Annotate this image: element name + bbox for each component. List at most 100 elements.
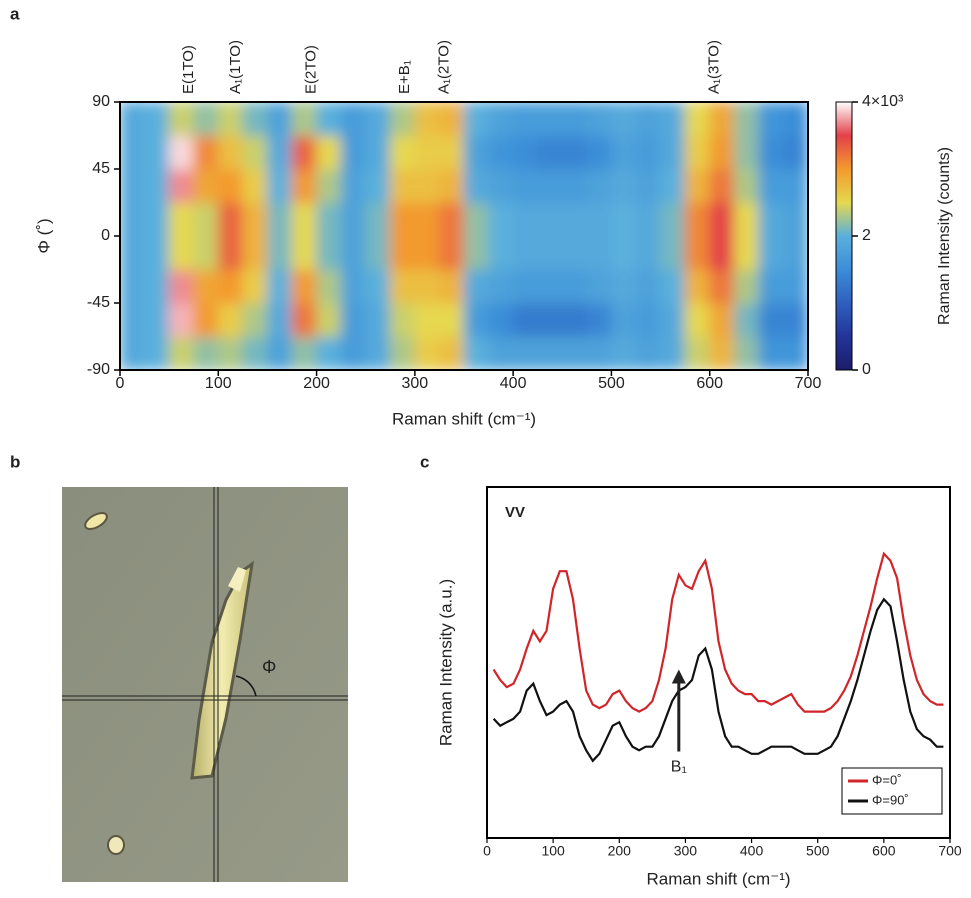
heatmap-cell <box>291 336 318 370</box>
heatmap-cell <box>610 202 637 237</box>
heatmap-cell <box>537 168 563 203</box>
heatmap-cell <box>291 235 318 270</box>
angle-label: Φ <box>262 657 276 677</box>
x-tick-label: 600 <box>872 843 896 859</box>
y-tick-label: 45 <box>92 160 110 177</box>
heatmap-cell <box>193 302 219 337</box>
x-tick-label: 300 <box>674 843 698 859</box>
heatmap-cell <box>193 135 219 170</box>
heatmap-cell <box>463 202 490 237</box>
heatmap-cell <box>635 102 662 136</box>
legend-label: Φ=90˚ <box>872 792 909 807</box>
heatmap-cell <box>660 102 686 136</box>
heatmap-cell <box>463 235 490 270</box>
heatmap-cell <box>120 135 146 170</box>
panel-label: a <box>10 4 20 23</box>
heatmap-cell <box>414 269 440 304</box>
heatmap-cell <box>610 269 637 304</box>
y-tick-label: 0 <box>101 227 110 244</box>
x-tick-label: 200 <box>303 375 330 392</box>
series-line <box>492 597 944 763</box>
heatmap-cell <box>586 336 612 370</box>
heatmap-cell <box>414 302 440 337</box>
heatmap-cell <box>217 235 244 270</box>
peak-label: E+B₁ <box>396 60 413 94</box>
heatmap-cell <box>782 269 808 304</box>
heatmap-cell <box>758 168 784 203</box>
colorbar-tick-label: 0 <box>862 361 871 378</box>
heatmap-cell <box>561 336 588 370</box>
heatmap-cell <box>389 336 416 370</box>
heatmap-cell <box>488 202 514 237</box>
heatmap-cell <box>389 168 416 203</box>
heatmap-cell <box>709 135 735 170</box>
heatmap-cell <box>316 269 342 304</box>
heatmap-cell <box>684 135 711 170</box>
heatmap-clip <box>120 102 808 370</box>
heatmap-cell <box>340 336 367 370</box>
heatmap-cell <box>610 135 637 170</box>
y-axis-label: Raman Intensity (a.u.) <box>436 579 455 746</box>
heatmap-cell <box>389 269 416 304</box>
heatmap-cell <box>660 135 686 170</box>
heatmap-cell <box>684 302 711 337</box>
heatmap-cell <box>660 336 686 370</box>
heatmap-cell <box>684 235 711 270</box>
x-tick-label: 300 <box>402 375 429 392</box>
x-tick-label: 600 <box>696 375 723 392</box>
heatmap-cell <box>684 336 711 370</box>
heatmap-cell <box>144 302 170 337</box>
heatmap-cell <box>537 302 563 337</box>
heatmap-cell <box>120 168 146 203</box>
heatmap-cell <box>733 235 760 270</box>
heatmap-cell <box>316 102 342 136</box>
heatmap-cell <box>610 302 637 337</box>
heatmap-cell <box>193 269 219 304</box>
heatmap-cell <box>144 102 170 136</box>
heatmap-cell <box>512 336 539 370</box>
heatmap-cell <box>463 135 490 170</box>
heatmap-cell <box>782 202 808 237</box>
legend-box <box>841 767 943 815</box>
heatmap-cell <box>586 168 612 203</box>
x-tick-label: 400 <box>740 843 764 859</box>
heatmap-cell <box>782 102 808 136</box>
heatmap-cell <box>733 202 760 237</box>
heatmap-cell <box>340 102 367 136</box>
heatmap-cell <box>537 336 563 370</box>
heatmap-cells <box>120 102 808 370</box>
panel-label: c <box>420 452 429 471</box>
heatmap-cell <box>316 235 342 270</box>
heatmap-cell <box>709 302 735 337</box>
micrograph: Φ <box>62 487 348 882</box>
colorbar <box>835 101 853 371</box>
heatmap-cell <box>266 102 293 136</box>
heatmap-cell <box>242 235 268 270</box>
heatmap-cell <box>266 202 293 237</box>
heatmap-cell <box>217 202 244 237</box>
heatmap-cell <box>340 302 367 337</box>
peak-label: A₁(3TO) <box>706 40 723 94</box>
heatmap-cell <box>266 235 293 270</box>
heatmap-cell <box>758 336 784 370</box>
heatmap-cell <box>561 135 588 170</box>
x-tick-label: 500 <box>806 843 830 859</box>
heatmap-cell <box>733 269 760 304</box>
colorbar-label: Raman Intensity (counts) <box>936 147 953 325</box>
heatmap-cell <box>389 135 416 170</box>
heatmap-cell <box>389 202 416 237</box>
heatmap-cell <box>266 168 293 203</box>
heatmap-cell <box>168 269 195 304</box>
heatmap-cell <box>316 168 342 203</box>
heatmap-cell <box>512 135 539 170</box>
heatmap-cell <box>733 336 760 370</box>
heatmap-cell <box>758 135 784 170</box>
heatmap-cell <box>340 269 367 304</box>
heatmap-cell <box>733 302 760 337</box>
heatmap-cell <box>316 202 342 237</box>
heatmap-cell <box>709 235 735 270</box>
heatmap-cell <box>758 235 784 270</box>
heatmap-cell <box>488 269 514 304</box>
